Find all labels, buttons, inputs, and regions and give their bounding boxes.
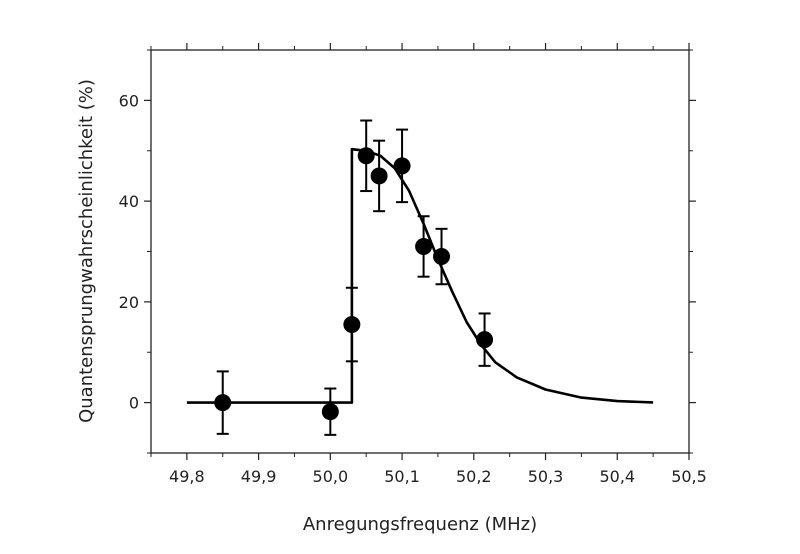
data-marker xyxy=(357,147,375,165)
data-points-layer xyxy=(214,119,494,436)
data-marker xyxy=(321,403,339,421)
x-tick-label: 49,9 xyxy=(241,467,277,486)
y-tick-label: 40 xyxy=(119,192,139,211)
data-point xyxy=(214,370,232,435)
x-tick-label: 50,2 xyxy=(456,467,492,486)
y-tick-label: 0 xyxy=(129,394,139,413)
data-point xyxy=(433,227,451,286)
y-tick-label: 60 xyxy=(119,91,139,110)
data-marker xyxy=(370,167,388,185)
data-point xyxy=(476,312,494,367)
y-axis-ticks: 0 20 40 60 xyxy=(119,49,696,454)
x-tick-label: 50,3 xyxy=(528,467,564,486)
x-tick-label: 50,4 xyxy=(599,467,635,486)
x-axis-ticks: 49,8 49,9 50,0 50,1 50,2 50,3 50,4 50,5 xyxy=(150,43,707,486)
data-marker xyxy=(393,157,411,175)
data-marker xyxy=(476,331,494,349)
y-axis-title: Quantensprungwahrscheinlichkeit (%) xyxy=(76,79,97,423)
data-point xyxy=(415,215,433,278)
x-tick-label: 50,1 xyxy=(384,467,420,486)
data-point xyxy=(370,139,388,213)
y-tick-label: 20 xyxy=(119,293,139,312)
data-marker xyxy=(343,316,361,334)
x-tick-label: 50,0 xyxy=(313,467,349,486)
data-marker xyxy=(214,394,232,412)
x-tick-label: 49,8 xyxy=(169,467,205,486)
data-marker xyxy=(433,248,451,266)
data-point xyxy=(357,119,375,193)
data-point xyxy=(393,128,411,204)
x-tick-label: 50,5 xyxy=(671,467,707,486)
x-axis-title: Anregungsfrequenz (MHz) xyxy=(303,514,537,535)
data-point xyxy=(321,387,339,436)
data-marker xyxy=(415,237,433,255)
data-point xyxy=(343,286,361,363)
